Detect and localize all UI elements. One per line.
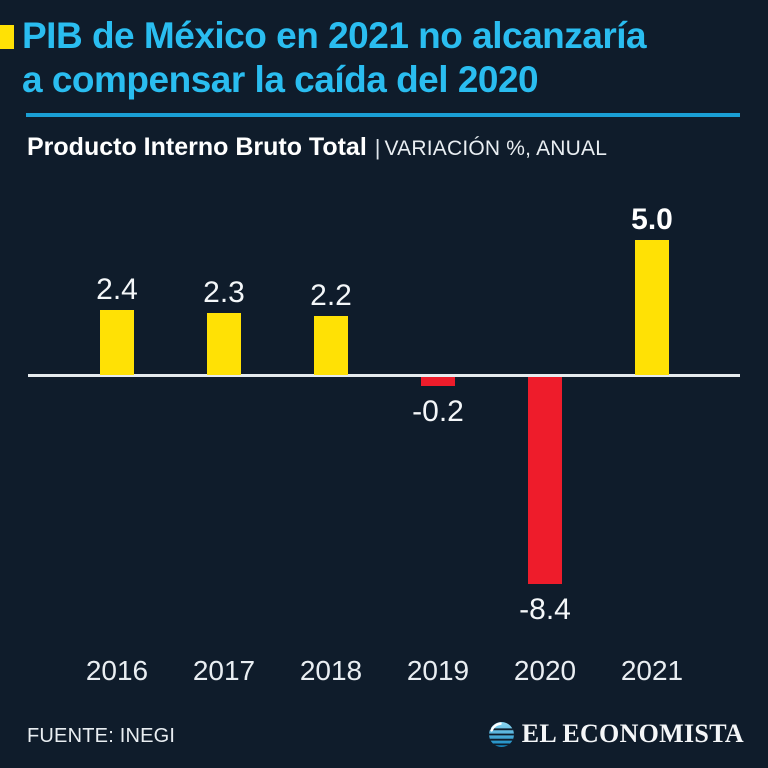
bar-2016 bbox=[100, 310, 134, 375]
year-label-2019: 2019 bbox=[406, 655, 470, 686]
brand-logo: EL ECONOMISTA bbox=[488, 719, 744, 749]
accent-square bbox=[0, 25, 14, 49]
subtitle-units: VARIACIÓN %, ANUAL bbox=[384, 137, 608, 160]
year-label-2020: 2020 bbox=[513, 655, 577, 686]
value-label-2019: -0.2 bbox=[412, 395, 464, 428]
bar-2020 bbox=[528, 377, 562, 584]
headline-line-2: a compensar la caída del 2020 bbox=[22, 59, 539, 100]
subtitle-separator: | bbox=[374, 135, 381, 160]
headline-line-1: PIB de México en 2021 no alcanzaría bbox=[22, 15, 647, 56]
value-label-2017: 2.3 bbox=[203, 275, 245, 309]
subtitle-series-name: Producto Interno Bruto Total bbox=[27, 133, 367, 161]
year-label-2016: 2016 bbox=[85, 655, 149, 686]
globe-icon bbox=[488, 721, 514, 747]
bar-2021 bbox=[635, 240, 669, 375]
year-label-2021: 2021 bbox=[620, 655, 684, 686]
bar-2019 bbox=[421, 377, 455, 386]
brand-name: EL ECONOMISTA bbox=[521, 719, 744, 748]
bar-2018 bbox=[314, 315, 348, 375]
value-label-2020: -8.4 bbox=[519, 592, 571, 626]
zero-axis-line bbox=[28, 374, 740, 377]
bar-2017 bbox=[207, 312, 241, 375]
year-label-2017: 2017 bbox=[192, 655, 256, 686]
header-divider bbox=[26, 113, 740, 117]
chart-subtitle: Producto Interno Bruto Total | VARIACIÓN %… bbox=[27, 133, 607, 162]
year-label-2018: 2018 bbox=[299, 655, 363, 686]
source-note: FUENTE: INEGI bbox=[27, 725, 176, 747]
value-label-2016: 2.4 bbox=[96, 273, 138, 307]
value-label-2021: 5.0 bbox=[631, 203, 673, 236]
value-label-2018: 2.2 bbox=[310, 278, 352, 312]
page-title: PIB de México en 2021 no alcanzaría a co… bbox=[22, 14, 647, 102]
